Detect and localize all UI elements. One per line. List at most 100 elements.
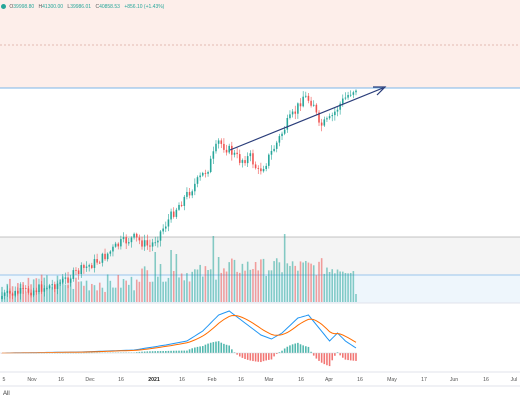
candle <box>207 170 209 177</box>
candle <box>38 278 40 295</box>
volume-bar <box>183 280 186 302</box>
candle <box>3 289 6 300</box>
range-all-button[interactable]: All <box>3 391 10 397</box>
candle-body <box>112 246 114 252</box>
volume-bar <box>75 277 77 302</box>
candle <box>315 103 318 116</box>
candle-body <box>38 284 40 293</box>
volume-bar <box>268 270 270 302</box>
volume-bar <box>236 271 238 302</box>
candle <box>122 232 125 243</box>
candle <box>146 234 149 250</box>
volume-bar <box>315 275 318 302</box>
candle-body <box>323 119 326 126</box>
volume-bar <box>286 263 289 302</box>
candle <box>175 207 178 219</box>
candle <box>141 236 143 250</box>
candle <box>238 149 241 166</box>
macd-histogram-bar <box>180 350 183 353</box>
candle <box>120 235 122 250</box>
candle <box>24 285 27 293</box>
candle-body <box>254 164 257 169</box>
volume-bar <box>220 272 223 302</box>
candle-body <box>341 98 344 104</box>
macd-histogram-bar <box>217 341 220 353</box>
candle-body <box>14 290 17 296</box>
macd-histogram-bar <box>275 353 278 355</box>
volume-bar <box>318 261 320 302</box>
macd-histogram-bar <box>196 346 199 353</box>
candle <box>72 267 75 282</box>
volume-bar <box>72 288 75 302</box>
candle <box>143 234 146 251</box>
candle-body <box>186 191 188 197</box>
candle-body <box>154 242 157 244</box>
time-axis[interactable]: 5 Nov 16 Dec 16 2021 16 Feb 16 Mar 16 Apr 16 May 17 Jun… <box>3 377 518 383</box>
candle <box>344 92 347 101</box>
trend-line-arrow[interactable] <box>229 87 384 151</box>
candle <box>1 292 3 301</box>
macd-histogram-bar <box>246 353 249 360</box>
candle <box>252 149 254 169</box>
candle-body <box>9 290 11 294</box>
volume-bar <box>104 291 106 302</box>
candle-body <box>19 288 22 294</box>
volume-bar <box>175 254 178 302</box>
volume-bar <box>323 273 326 302</box>
candle-body <box>215 143 217 152</box>
candle <box>80 262 83 278</box>
volume-bar <box>326 267 328 302</box>
volume-bar <box>249 269 252 302</box>
macd-histogram-bar <box>141 351 143 353</box>
candle <box>312 100 315 107</box>
candle <box>241 158 244 168</box>
candle <box>154 236 157 247</box>
candle-body <box>83 265 85 268</box>
volume-zone[interactable] <box>0 237 520 275</box>
volume-bar <box>215 279 217 302</box>
volume-bar <box>141 268 143 302</box>
volume-bar <box>347 273 349 302</box>
volume-bar <box>178 277 180 302</box>
volume-bar <box>294 265 297 302</box>
candle-body <box>236 152 238 155</box>
candle-body <box>223 143 225 150</box>
resistance-zone[interactable] <box>0 0 520 88</box>
volume-bar <box>204 266 207 302</box>
candle-body <box>336 109 339 112</box>
candle-body <box>220 140 223 144</box>
candle-body <box>241 160 244 163</box>
macd-histogram-bar <box>146 351 149 353</box>
volume-bar <box>262 258 265 302</box>
candle <box>209 155 212 174</box>
candle <box>157 236 159 248</box>
candle-body <box>114 243 117 247</box>
macd-histogram-bar <box>241 353 244 358</box>
candle-body <box>6 290 9 293</box>
candle <box>275 140 278 153</box>
macd-histogram-bar <box>344 353 347 360</box>
macd-histogram-bar <box>236 353 238 355</box>
candle-body <box>352 92 355 95</box>
time-axis-label: Jun <box>450 377 458 383</box>
candle <box>265 163 267 172</box>
macd-histogram-bar <box>334 353 336 356</box>
volume-bar <box>312 265 315 302</box>
candle-body <box>162 228 164 232</box>
volume-bar <box>64 284 67 302</box>
volume-bar <box>331 269 334 302</box>
macd-histogram-bar <box>143 351 146 353</box>
candle-body <box>106 253 109 260</box>
candle <box>220 138 223 149</box>
macd-histogram-bar <box>318 353 320 361</box>
candle <box>130 236 133 248</box>
time-axis-label: 16 <box>179 377 185 383</box>
candle-body <box>307 95 310 101</box>
candle <box>246 152 249 167</box>
time-axis-label: Nov <box>27 377 37 383</box>
volume-bar <box>106 274 109 302</box>
time-axis-label: 16 <box>298 377 304 383</box>
candle-body <box>355 90 357 93</box>
